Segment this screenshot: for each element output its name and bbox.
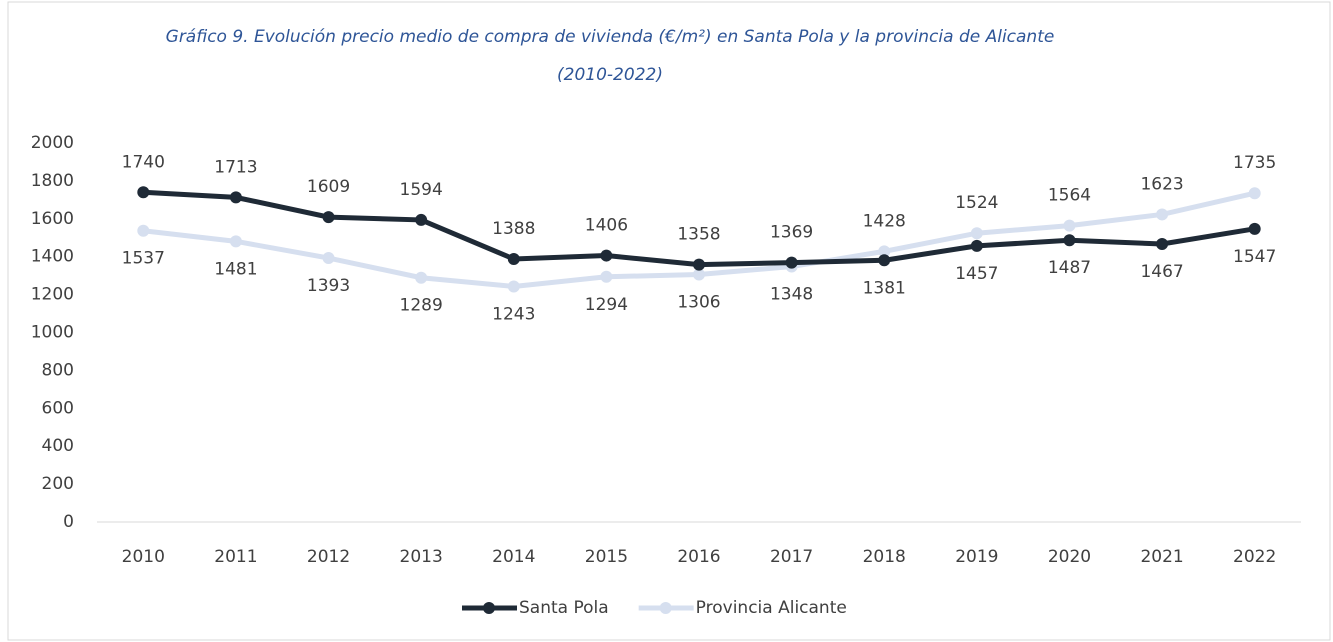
data-point <box>785 256 798 269</box>
data-label: 1735 <box>1233 153 1276 173</box>
data-point <box>137 186 150 199</box>
data-point <box>507 280 520 293</box>
x-tick-label: 2014 <box>492 547 535 567</box>
data-label: 1428 <box>863 211 906 231</box>
data-point <box>1248 222 1261 235</box>
data-point <box>600 249 613 262</box>
data-point <box>1156 238 1169 251</box>
data-label: 1623 <box>1140 174 1183 194</box>
data-label: 1289 <box>400 296 443 316</box>
y-tick-label: 2000 <box>31 133 74 153</box>
legend-marker <box>659 602 672 614</box>
legend-label: Santa Pola <box>519 598 609 618</box>
data-label: 1348 <box>770 285 813 305</box>
data-label: 1406 <box>585 216 628 236</box>
y-tick-label: 1800 <box>31 171 74 191</box>
data-label: 1547 <box>1233 247 1276 267</box>
y-tick-label: 1000 <box>31 323 74 343</box>
data-point <box>1156 208 1169 221</box>
x-tick-label: 2011 <box>214 547 257 567</box>
data-point <box>970 239 983 252</box>
x-tick-label: 2018 <box>863 547 906 567</box>
data-label: 1467 <box>1140 262 1183 282</box>
data-label: 1594 <box>400 180 443 200</box>
data-point <box>322 211 335 224</box>
data-label: 1388 <box>492 219 535 239</box>
data-point <box>322 252 335 265</box>
y-tick-label: 0 <box>63 512 74 532</box>
x-tick-label: 2019 <box>955 547 998 567</box>
data-point <box>229 235 242 248</box>
data-label: 1537 <box>122 249 165 269</box>
x-tick-label: 2016 <box>677 547 720 567</box>
y-tick-label: 1200 <box>31 285 74 305</box>
x-tick-label: 2012 <box>307 547 350 567</box>
data-point <box>693 258 705 271</box>
data-label: 1564 <box>1048 186 1091 206</box>
chart-title: Gráfico 9. Evolución precio medio de com… <box>165 27 1055 85</box>
legend-label: Provincia Alicante <box>696 598 847 618</box>
x-tick-label: 2021 <box>1140 547 1183 567</box>
data-point <box>1063 234 1076 247</box>
x-tick-label: 2020 <box>1048 547 1091 567</box>
data-label: 1243 <box>492 304 535 324</box>
data-point <box>878 245 891 258</box>
data-label: 1369 <box>770 223 813 243</box>
data-label: 1393 <box>307 276 350 296</box>
y-tick-label: 1600 <box>31 209 74 229</box>
data-label: 1381 <box>863 278 906 298</box>
data-point <box>229 191 242 204</box>
x-tick-label: 2022 <box>1233 547 1276 567</box>
data-label: 1481 <box>214 259 257 279</box>
y-tick-label: 200 <box>42 474 74 494</box>
data-point <box>600 270 613 283</box>
y-tick-label: 600 <box>42 398 74 418</box>
y-tick-label: 800 <box>42 360 74 380</box>
y-tick-label: 400 <box>42 436 74 456</box>
data-label: 1740 <box>122 152 165 172</box>
x-tick-label: 2017 <box>770 547 813 567</box>
data-label: 1609 <box>307 177 350 197</box>
legend-marker <box>483 602 495 614</box>
data-label: 1457 <box>955 264 998 284</box>
chart-border <box>7 1 1331 641</box>
data-point <box>693 268 705 281</box>
data-label: 1487 <box>1048 258 1091 278</box>
data-label: 1713 <box>214 157 257 177</box>
x-tick-label: 2015 <box>585 547 628 567</box>
x-tick-label: 2010 <box>122 547 165 567</box>
data-point <box>970 227 983 240</box>
data-point <box>1248 187 1261 200</box>
data-point <box>137 224 150 237</box>
data-point <box>415 213 428 226</box>
data-point <box>507 252 520 265</box>
x-tick-label: 2013 <box>400 547 443 567</box>
data-point <box>878 254 891 267</box>
data-point <box>1063 219 1076 232</box>
data-label: 1358 <box>677 225 720 245</box>
data-label: 1524 <box>955 193 998 213</box>
data-point <box>415 271 428 284</box>
y-tick-label: 1400 <box>31 247 74 267</box>
data-label: 1306 <box>677 293 720 313</box>
data-label: 1294 <box>585 295 628 315</box>
